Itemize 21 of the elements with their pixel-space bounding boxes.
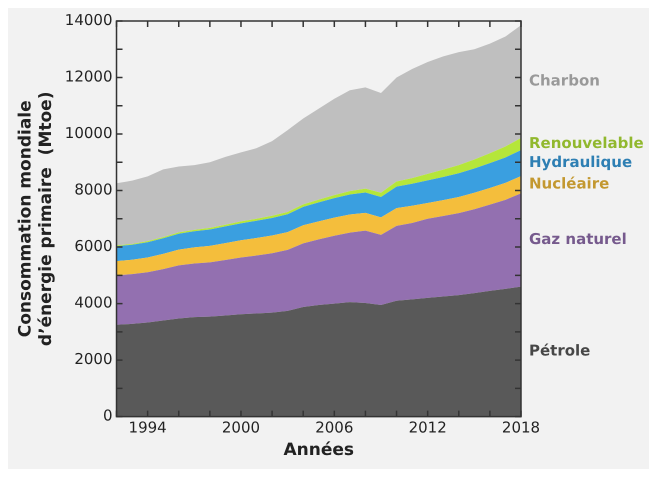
series-label: Hydraulique: [529, 153, 632, 172]
y-tick-label: 10000: [64, 124, 113, 142]
y-tick-label: 6000: [74, 236, 113, 255]
series-label: Gaz naturel: [529, 230, 627, 248]
x-axis-title: Années: [283, 440, 354, 460]
y-tick-label: 12000: [64, 67, 113, 86]
series-label: Charbon: [529, 72, 600, 90]
x-tick-label: 2006: [315, 418, 354, 436]
series-label: Pétrole: [529, 342, 590, 360]
y-axis-title: Consommation mondiale d’énergie primaire (Mtoe): [16, 92, 56, 346]
y-tick-label: 0: [102, 406, 113, 424]
y-tick-label: 4000: [74, 293, 113, 312]
series-label: Nucléaire: [529, 174, 610, 193]
x-tick-label: 2012: [408, 418, 447, 436]
x-tick-label: 1994: [128, 418, 167, 436]
x-tick-label: 2018: [502, 418, 540, 436]
y-tick-label: 2000: [74, 350, 113, 368]
y-tick-label: 14000: [64, 10, 113, 29]
x-tick-label: 2000: [222, 418, 260, 436]
series-label: Renouvelable: [529, 134, 644, 152]
y-tick-label: 8000: [74, 180, 113, 198]
